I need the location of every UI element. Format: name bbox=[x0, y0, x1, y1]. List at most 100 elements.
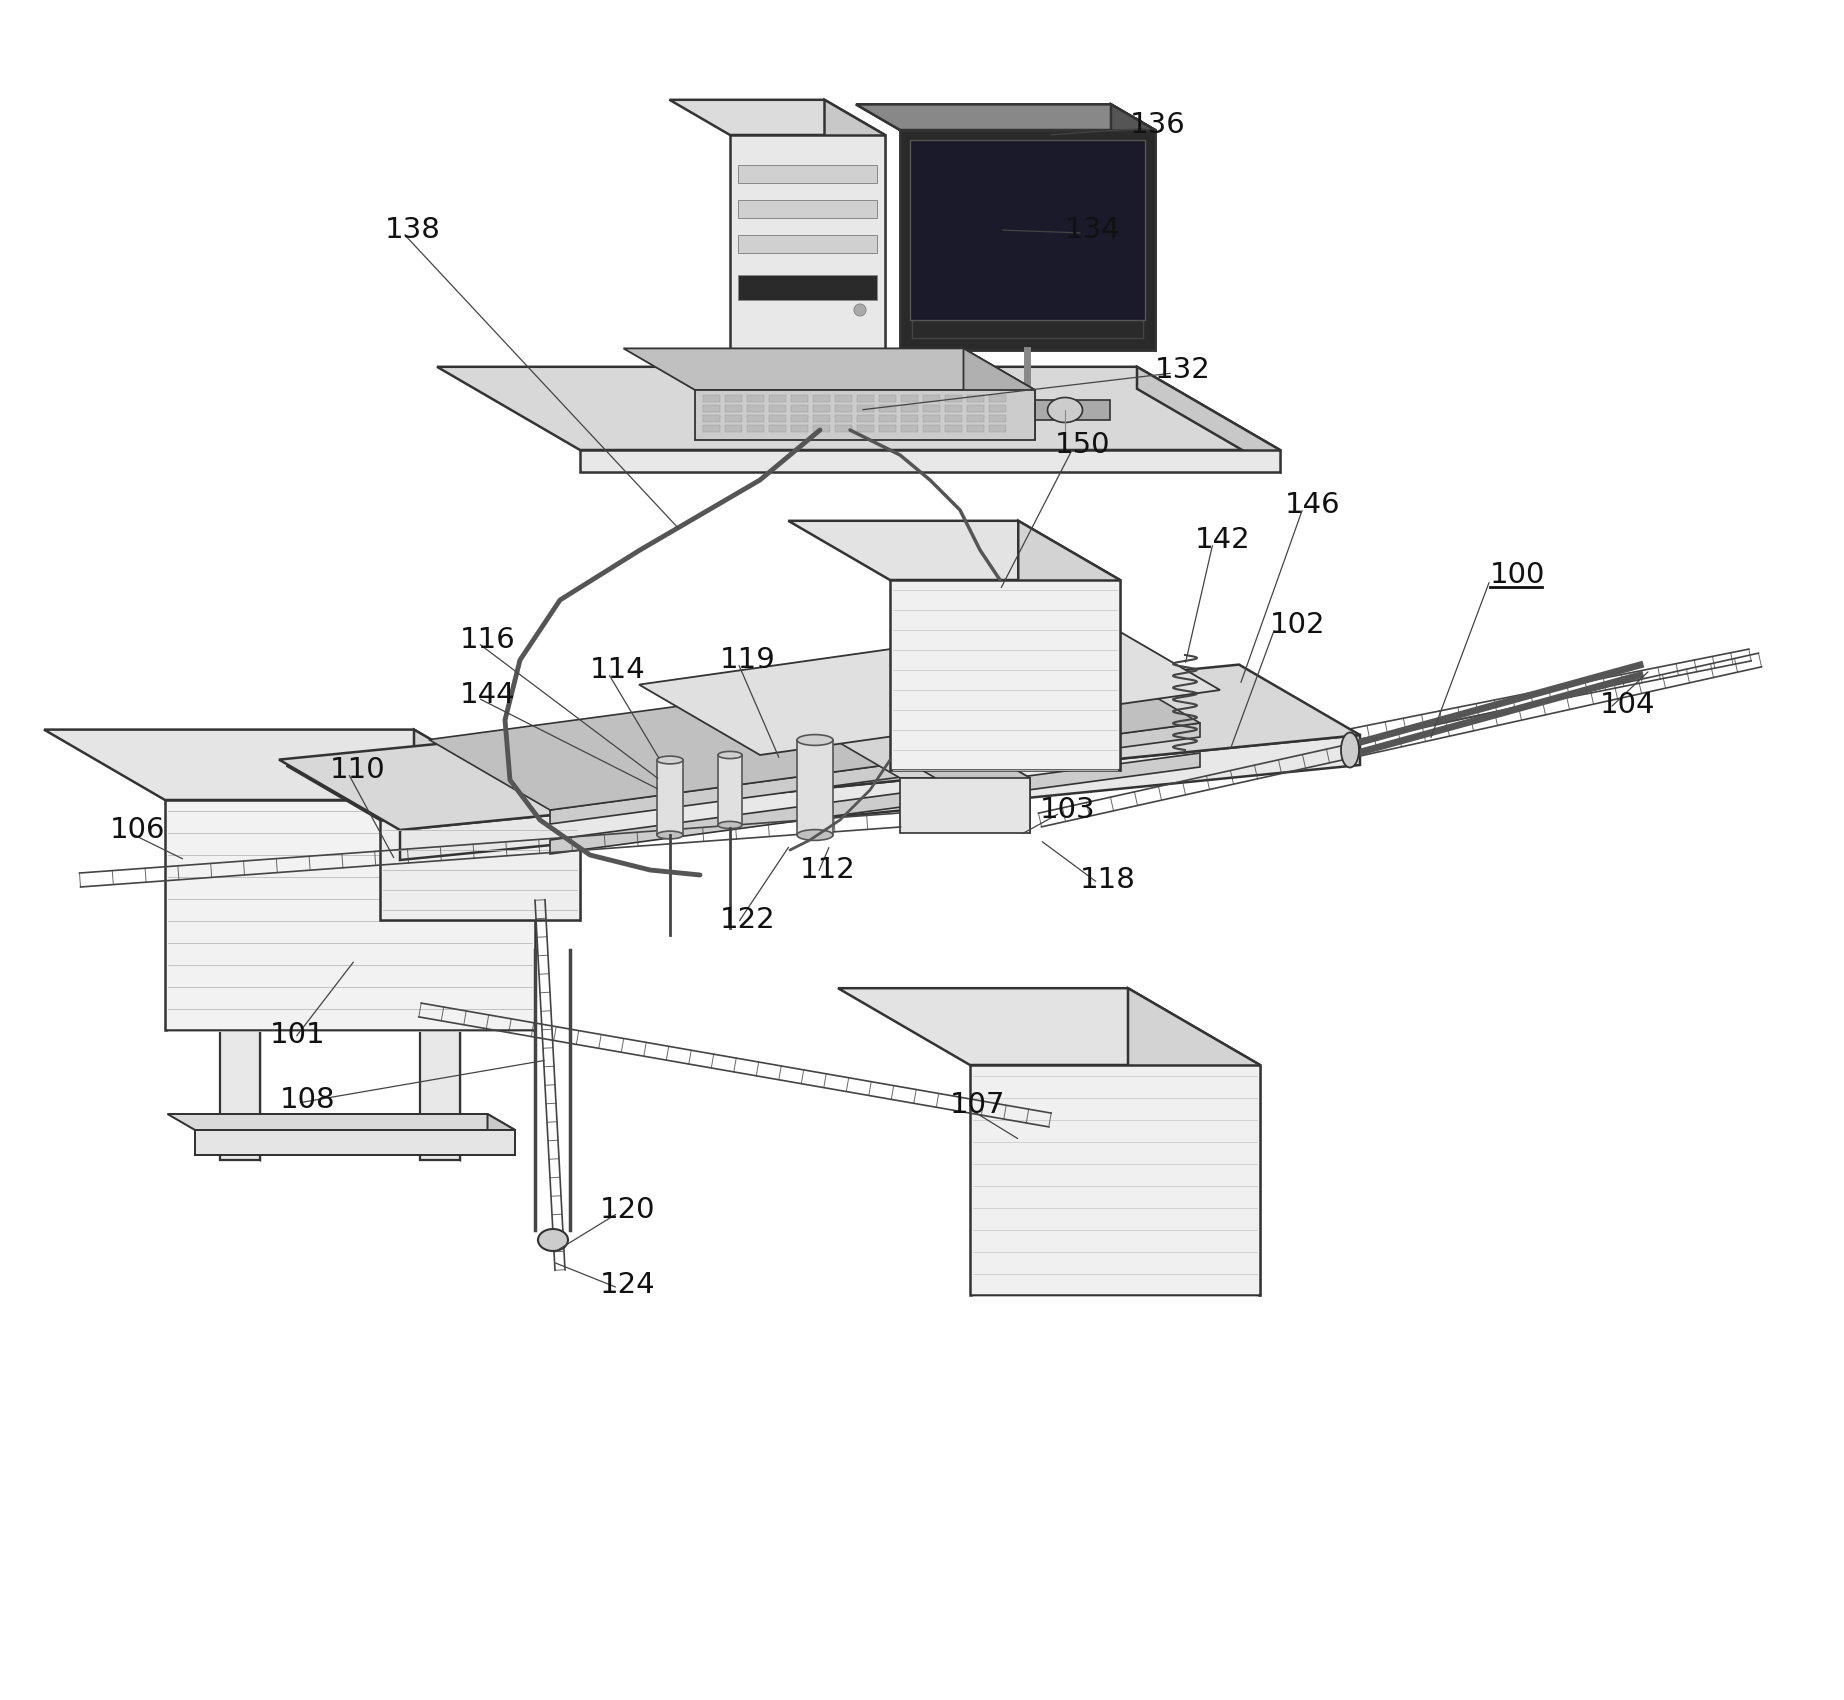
Polygon shape bbox=[1110, 104, 1154, 350]
Text: 136: 136 bbox=[1130, 110, 1186, 139]
Text: 106: 106 bbox=[111, 816, 166, 843]
FancyBboxPatch shape bbox=[944, 415, 963, 422]
Ellipse shape bbox=[797, 734, 833, 745]
FancyBboxPatch shape bbox=[988, 394, 1007, 401]
Polygon shape bbox=[219, 1030, 260, 1159]
FancyBboxPatch shape bbox=[738, 201, 878, 218]
FancyBboxPatch shape bbox=[703, 394, 719, 401]
Text: 110: 110 bbox=[330, 756, 385, 784]
FancyBboxPatch shape bbox=[747, 425, 763, 432]
Polygon shape bbox=[787, 520, 1119, 580]
FancyBboxPatch shape bbox=[769, 405, 786, 411]
Text: 124: 124 bbox=[599, 1272, 656, 1299]
Ellipse shape bbox=[1341, 733, 1359, 767]
FancyBboxPatch shape bbox=[880, 425, 896, 432]
Polygon shape bbox=[437, 367, 1280, 450]
FancyBboxPatch shape bbox=[857, 415, 874, 422]
Text: 138: 138 bbox=[385, 216, 441, 245]
FancyBboxPatch shape bbox=[835, 394, 852, 401]
Polygon shape bbox=[900, 779, 1031, 833]
Polygon shape bbox=[891, 580, 1119, 770]
Text: 120: 120 bbox=[599, 1197, 655, 1224]
Polygon shape bbox=[623, 348, 1034, 389]
FancyBboxPatch shape bbox=[966, 394, 985, 401]
FancyBboxPatch shape bbox=[738, 235, 878, 253]
FancyBboxPatch shape bbox=[703, 415, 719, 422]
Polygon shape bbox=[837, 988, 1259, 1064]
FancyBboxPatch shape bbox=[725, 425, 741, 432]
FancyBboxPatch shape bbox=[747, 415, 763, 422]
Polygon shape bbox=[550, 753, 1200, 853]
FancyBboxPatch shape bbox=[880, 405, 896, 411]
FancyBboxPatch shape bbox=[725, 394, 741, 401]
Polygon shape bbox=[581, 450, 1280, 473]
FancyBboxPatch shape bbox=[738, 165, 878, 184]
FancyBboxPatch shape bbox=[988, 415, 1007, 422]
Polygon shape bbox=[856, 104, 1154, 129]
Polygon shape bbox=[430, 653, 1200, 809]
Text: 146: 146 bbox=[1285, 491, 1341, 518]
FancyBboxPatch shape bbox=[791, 415, 808, 422]
FancyBboxPatch shape bbox=[857, 394, 874, 401]
FancyBboxPatch shape bbox=[791, 405, 808, 411]
Polygon shape bbox=[238, 1017, 260, 1159]
Polygon shape bbox=[920, 714, 1031, 833]
FancyBboxPatch shape bbox=[738, 275, 878, 299]
FancyBboxPatch shape bbox=[944, 405, 963, 411]
FancyBboxPatch shape bbox=[835, 415, 852, 422]
FancyBboxPatch shape bbox=[791, 394, 808, 401]
Polygon shape bbox=[197, 1017, 260, 1030]
FancyBboxPatch shape bbox=[924, 425, 940, 432]
Polygon shape bbox=[1110, 104, 1154, 350]
Text: 116: 116 bbox=[459, 626, 516, 654]
Text: 114: 114 bbox=[590, 656, 645, 683]
FancyBboxPatch shape bbox=[813, 394, 830, 401]
Polygon shape bbox=[900, 129, 1154, 350]
FancyBboxPatch shape bbox=[966, 415, 985, 422]
Text: 103: 103 bbox=[1040, 796, 1095, 824]
Ellipse shape bbox=[656, 756, 682, 763]
FancyBboxPatch shape bbox=[813, 425, 830, 432]
Text: 101: 101 bbox=[269, 1022, 326, 1049]
Text: 112: 112 bbox=[800, 857, 856, 884]
Text: 150: 150 bbox=[1055, 432, 1110, 459]
Text: 102: 102 bbox=[1271, 610, 1326, 639]
Polygon shape bbox=[487, 1114, 514, 1154]
FancyBboxPatch shape bbox=[703, 425, 719, 432]
Polygon shape bbox=[420, 1030, 459, 1159]
Polygon shape bbox=[550, 722, 1200, 824]
Text: 119: 119 bbox=[719, 646, 776, 673]
FancyBboxPatch shape bbox=[813, 415, 830, 422]
FancyBboxPatch shape bbox=[880, 394, 896, 401]
Polygon shape bbox=[964, 348, 1034, 440]
FancyBboxPatch shape bbox=[857, 405, 874, 411]
Polygon shape bbox=[168, 1114, 514, 1130]
FancyBboxPatch shape bbox=[988, 405, 1007, 411]
Polygon shape bbox=[195, 1130, 514, 1154]
FancyBboxPatch shape bbox=[950, 400, 1110, 420]
Polygon shape bbox=[380, 819, 581, 920]
FancyBboxPatch shape bbox=[880, 415, 896, 422]
FancyBboxPatch shape bbox=[966, 405, 985, 411]
FancyBboxPatch shape bbox=[747, 394, 763, 401]
FancyBboxPatch shape bbox=[902, 425, 918, 432]
Polygon shape bbox=[487, 765, 581, 920]
Polygon shape bbox=[789, 714, 1031, 779]
Ellipse shape bbox=[1047, 398, 1082, 423]
Polygon shape bbox=[797, 740, 833, 835]
Polygon shape bbox=[669, 100, 885, 134]
FancyBboxPatch shape bbox=[747, 405, 763, 411]
Ellipse shape bbox=[854, 304, 867, 316]
FancyBboxPatch shape bbox=[703, 405, 719, 411]
FancyBboxPatch shape bbox=[902, 394, 918, 401]
FancyBboxPatch shape bbox=[857, 425, 874, 432]
FancyBboxPatch shape bbox=[909, 139, 1145, 320]
Polygon shape bbox=[824, 100, 885, 405]
Polygon shape bbox=[400, 734, 1361, 860]
Ellipse shape bbox=[656, 831, 682, 838]
FancyBboxPatch shape bbox=[944, 394, 963, 401]
FancyBboxPatch shape bbox=[791, 425, 808, 432]
Ellipse shape bbox=[797, 830, 833, 840]
Polygon shape bbox=[415, 729, 535, 1030]
FancyBboxPatch shape bbox=[902, 405, 918, 411]
